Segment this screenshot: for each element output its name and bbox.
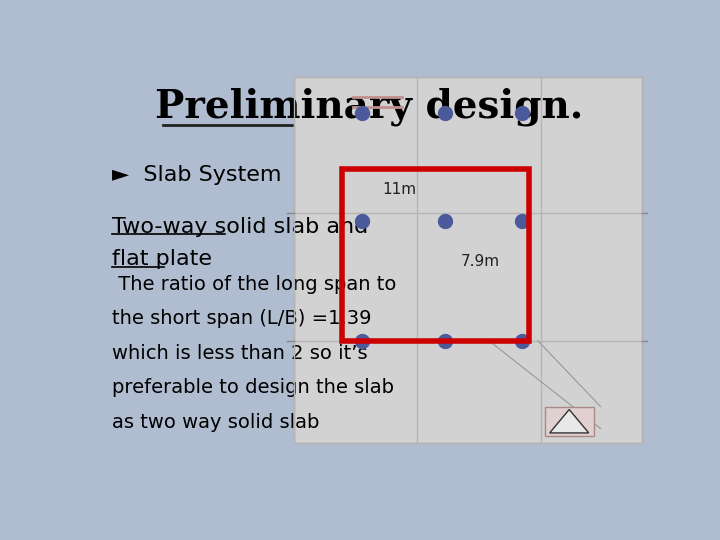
Point — [356, 217, 367, 225]
Text: preferable to design the slab: preferable to design the slab — [112, 379, 395, 397]
Text: Two-way solid slab and: Two-way solid slab and — [112, 217, 369, 237]
Bar — [545, 407, 593, 436]
Point — [440, 337, 451, 346]
Text: 11m: 11m — [382, 182, 417, 197]
Point — [440, 109, 451, 117]
Point — [356, 109, 367, 117]
Point — [356, 337, 367, 346]
Text: as two way solid slab: as two way solid slab — [112, 413, 320, 432]
Point — [517, 217, 528, 225]
Text: the short span (L/B) =1.39: the short span (L/B) =1.39 — [112, 309, 372, 328]
Point — [517, 109, 528, 117]
Bar — [342, 168, 529, 341]
Text: which is less than 2 so it’s: which is less than 2 so it’s — [112, 344, 368, 363]
Polygon shape — [549, 409, 589, 433]
Text: 7.9m: 7.9m — [461, 254, 500, 268]
Text: flat plate: flat plate — [112, 249, 212, 269]
Point — [440, 217, 451, 225]
Text: Preliminary design.: Preliminary design. — [155, 87, 583, 126]
Bar — [294, 77, 642, 443]
Text: ►  Slab System: ► Slab System — [112, 165, 282, 185]
Point — [517, 337, 528, 346]
Text: The ratio of the long span to: The ratio of the long span to — [112, 275, 397, 294]
